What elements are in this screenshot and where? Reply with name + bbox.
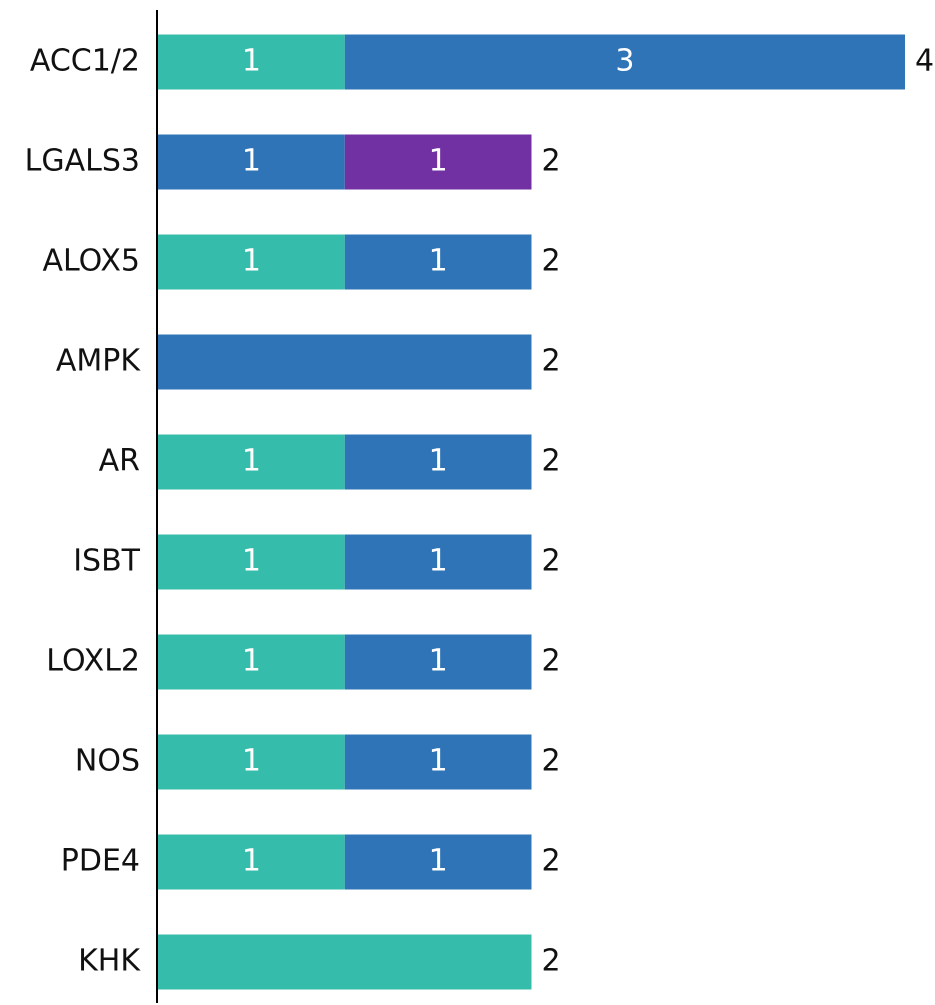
total-label: 2 <box>542 444 561 479</box>
total-label: 2 <box>542 144 561 179</box>
segment-label: 1 <box>242 244 261 279</box>
y-tick-label: NOS <box>75 744 140 779</box>
segment-label: 1 <box>429 744 448 779</box>
total-label: 2 <box>542 344 561 379</box>
segment-label: 1 <box>429 444 448 479</box>
bar-segment <box>158 534 345 590</box>
segment-label: 1 <box>242 844 261 879</box>
total-label: 2 <box>542 644 561 679</box>
total-label: 2 <box>542 544 561 579</box>
segment-label: 1 <box>429 544 448 579</box>
segment-label: 1 <box>429 244 448 279</box>
y-tick-label: LOXL2 <box>46 644 140 679</box>
bar-segment <box>344 634 532 690</box>
total-label: 2 <box>542 244 561 279</box>
segment-label: 1 <box>242 544 261 579</box>
bar-segment <box>344 34 905 90</box>
bar-segment <box>158 834 345 890</box>
bar-segment <box>344 534 532 590</box>
y-tick-label: LGALS3 <box>25 144 140 179</box>
bar-segment <box>158 934 532 990</box>
segment-label: 1 <box>429 644 448 679</box>
bar-segment <box>344 834 532 890</box>
segment-label: 1 <box>242 644 261 679</box>
segment-label: 1 <box>242 144 261 179</box>
bar-segment <box>158 634 345 690</box>
y-tick-label: ACC1/2 <box>30 44 140 79</box>
segment-label: 1 <box>429 144 448 179</box>
y-tick-label: ISBT <box>73 544 140 579</box>
y-tick-label: ALOX5 <box>43 244 141 279</box>
y-tick-label: PDE4 <box>61 844 140 879</box>
total-label: 4 <box>915 44 934 79</box>
bar-segment <box>344 734 532 790</box>
bar-segment <box>158 134 345 190</box>
bar-segment <box>158 434 345 490</box>
segment-label: 1 <box>429 844 448 879</box>
total-label: 2 <box>542 944 561 979</box>
bar-segment <box>158 734 345 790</box>
total-label: 2 <box>542 844 561 879</box>
bar-segment <box>158 334 532 390</box>
segment-label: 1 <box>242 44 261 79</box>
bar-segment <box>344 234 532 290</box>
total-label: 2 <box>542 744 561 779</box>
y-tick-label: KHK <box>78 944 141 979</box>
segment-label: 1 <box>242 444 261 479</box>
bar-segment <box>158 34 345 90</box>
bar-segment <box>344 134 532 190</box>
y-tick-label: AMPK <box>56 344 141 379</box>
segment-label: 1 <box>242 744 261 779</box>
y-tick-label: AR <box>99 444 140 479</box>
segment-label: 3 <box>615 44 634 79</box>
bar-segment <box>344 434 532 490</box>
bar-segment <box>158 234 345 290</box>
